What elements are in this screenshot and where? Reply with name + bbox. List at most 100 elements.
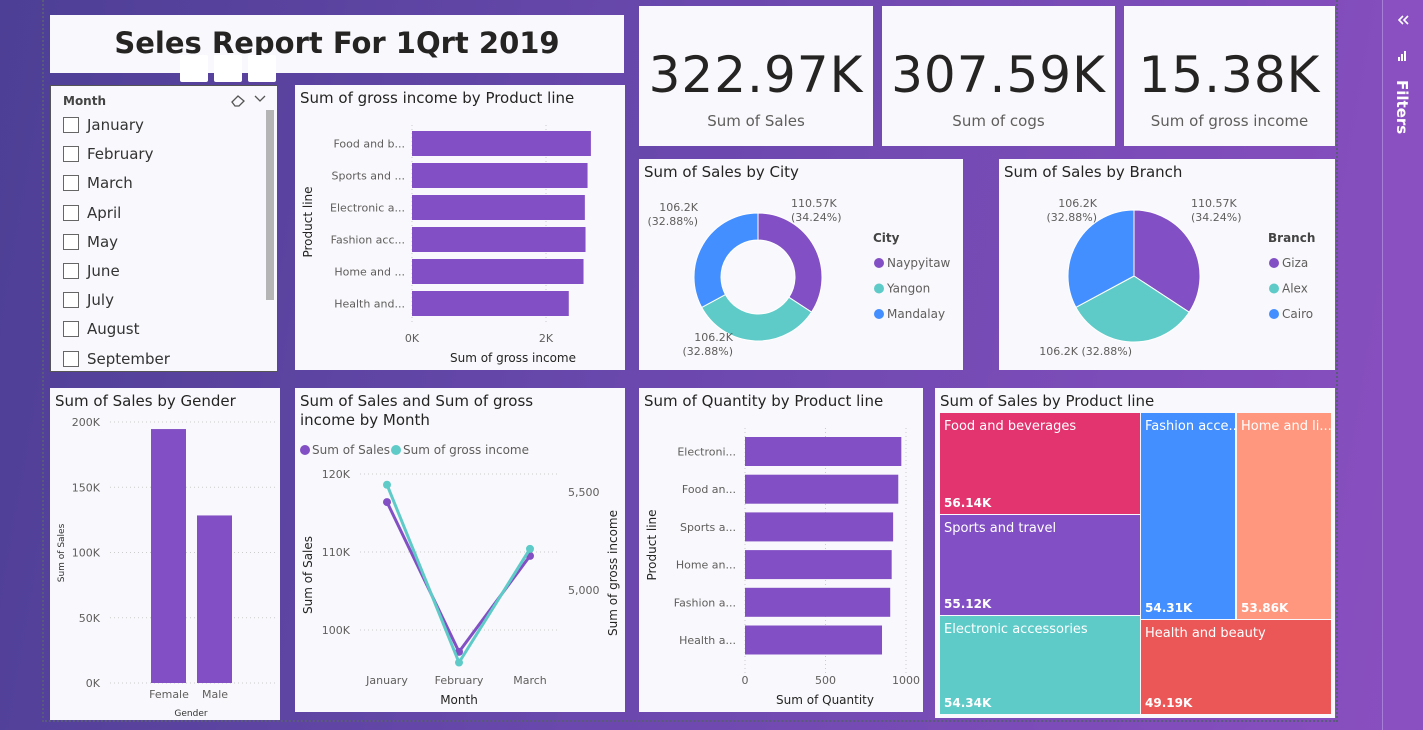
checkbox[interactable] [63,263,79,279]
category-label: Health and... [334,298,405,311]
data-point[interactable] [526,544,534,553]
x-tick-label: 0 [742,674,749,687]
checkbox[interactable] [63,117,79,133]
treemap-tile[interactable]: Electronic accessories 54.34K [940,616,1140,714]
category-label: Sports a... [680,521,736,534]
kpi-card-sales: 322.97K Sum of Sales [639,6,873,146]
category-label: Sports and ... [332,170,405,183]
focus-mode-icon[interactable] [214,55,242,82]
pie-slice[interactable] [693,212,759,309]
slicer-item-label: July [87,291,114,310]
pie-slice[interactable] [757,212,823,313]
legend-title: City [873,231,900,245]
slicer-item-april[interactable]: April [63,204,121,222]
slicer-item-january[interactable]: January [63,116,144,134]
tile-value: 49.19K [1145,696,1193,710]
tile-label: Electronic accessories [944,622,1088,637]
legend-marker [300,445,310,455]
y-axis-title: Sum of Sales [301,536,315,614]
bar[interactable] [745,550,892,580]
y-tick-label: 150K [72,481,101,494]
slicer-item-label: May [87,232,119,251]
bar[interactable] [197,515,232,683]
data-point[interactable] [383,480,391,489]
bar[interactable] [412,195,585,220]
x-tick-label: 2K [539,332,554,345]
treemap-tile[interactable]: Home and li... 53.86K [1237,413,1331,619]
slicer-item-september[interactable]: September [63,350,170,368]
chart-title: Sum of Quantity by Product line [644,392,884,410]
slicer-item-march[interactable]: March [63,174,133,192]
treemap-tile[interactable]: Fashion acce... 54.31K [1141,413,1235,619]
slicer-item-august[interactable]: August [63,320,140,338]
data-point[interactable] [455,658,463,667]
legend-marker [391,445,401,455]
y-tick-label: 200K [72,416,101,429]
category-label: Electronic a... [330,202,405,215]
chart-sales-treemap: Sum of Sales by Product line Food and bev… [935,388,1335,718]
category-label: Fashion acc... [331,234,405,247]
slicer-item-july[interactable]: July [63,291,114,309]
bar[interactable] [745,437,902,466]
collapse-icon[interactable] [1396,14,1410,26]
bar[interactable] [412,131,591,156]
chart-sales-by-branch: Sum of Sales by Branch Giza Alex Cairo Branc… [999,159,1335,370]
checkbox[interactable] [63,321,79,338]
bar[interactable] [412,291,569,316]
tile-value: 54.31K [1145,601,1193,615]
bar[interactable] [412,163,588,188]
eraser-icon[interactable] [229,92,247,108]
x-tick-label: 1000 [892,674,920,687]
checkbox[interactable] [63,292,79,309]
legend-label: Yangon [886,282,930,296]
filters-pane[interactable]: Filters [1382,0,1423,730]
bar[interactable] [745,512,894,542]
scrollbar[interactable] [266,110,274,300]
y-tick-label: 110K [322,546,351,559]
chart-title: Sum of gross income by Product line [300,89,575,107]
pie-slice[interactable] [1067,209,1135,309]
x-axis-title: Month [440,693,478,707]
bar[interactable] [412,227,586,252]
bar[interactable] [745,625,883,655]
kpi-value: 307.59K [891,46,1106,104]
checkbox[interactable] [63,146,79,163]
x-axis-title: Sum of Quantity [776,693,874,707]
legend-label: Alex [1282,282,1308,296]
legend-marker [874,283,884,294]
slicer-item-february[interactable]: February [63,145,153,163]
kpi-label: Sum of gross income [1150,112,1309,130]
slicer-item-label: March [87,174,133,193]
y2-tick-label: 5,500 [568,486,600,499]
more-options-icon[interactable] [248,55,276,82]
checkbox[interactable] [63,233,79,250]
x-tick-label: January [365,674,408,687]
slicer-item-june[interactable]: June [63,262,120,280]
y-axis-title: Product line [301,186,315,257]
chevron-down-icon[interactable] [253,93,267,105]
slicer-item-label: September [87,349,170,368]
data-point[interactable] [383,498,391,507]
bar[interactable] [412,259,584,284]
x-axis-title: Sum of gross income [450,351,576,365]
bar[interactable] [151,429,186,683]
slicer-item-may[interactable]: May [63,233,118,251]
y2-axis-title: Sum of gross income [606,510,620,636]
bar[interactable] [745,587,891,617]
legend-label: Giza [1282,256,1308,270]
slicer-item-label: August [87,320,140,339]
treemap-tile[interactable]: Sports and travel 55.12K [940,515,1140,615]
data-label: 106.2K [694,331,733,344]
treemap-tile[interactable]: Health and beauty 49.19K [1141,620,1331,714]
checkbox[interactable] [63,204,79,221]
category-label: Food and b... [333,138,405,151]
kpi-card-gross-income: 15.38K Sum of gross income [1124,6,1335,146]
slicer-item-label: February [87,145,154,164]
checkbox[interactable] [63,175,79,192]
visual-filter-icon[interactable] [180,55,208,82]
treemap-tile[interactable]: Food and beverages 56.14K [940,413,1140,514]
checkbox[interactable] [63,350,79,367]
legend-label: Sum of gross income [403,443,529,457]
slicer-item-label: April [87,203,122,222]
bar[interactable] [745,474,899,504]
